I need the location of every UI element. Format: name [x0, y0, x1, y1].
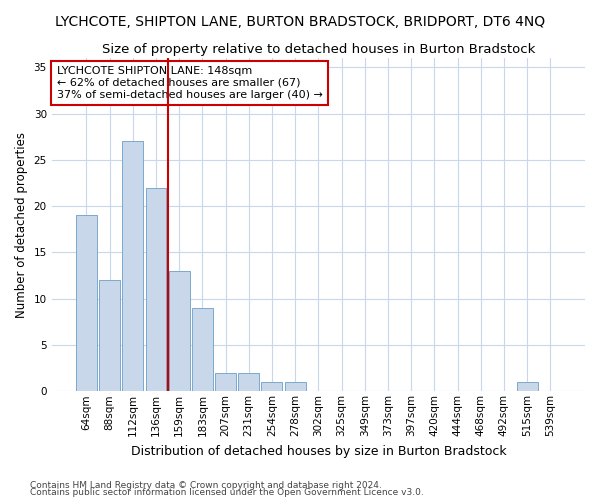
Bar — [146, 188, 166, 392]
Text: LYCHCOTE, SHIPTON LANE, BURTON BRADSTOCK, BRIDPORT, DT6 4NQ: LYCHCOTE, SHIPTON LANE, BURTON BRADSTOCK… — [55, 15, 545, 29]
Bar — [99, 280, 120, 392]
Bar — [262, 382, 283, 392]
Text: Contains HM Land Registry data © Crown copyright and database right 2024.: Contains HM Land Registry data © Crown c… — [30, 480, 382, 490]
Bar — [517, 382, 538, 392]
Bar — [122, 142, 143, 392]
Bar — [76, 216, 97, 392]
Text: Contains public sector information licensed under the Open Government Licence v3: Contains public sector information licen… — [30, 488, 424, 497]
Bar — [215, 373, 236, 392]
Y-axis label: Number of detached properties: Number of detached properties — [15, 132, 28, 318]
Bar — [284, 382, 305, 392]
X-axis label: Distribution of detached houses by size in Burton Bradstock: Distribution of detached houses by size … — [131, 444, 506, 458]
Bar — [192, 308, 213, 392]
Title: Size of property relative to detached houses in Burton Bradstock: Size of property relative to detached ho… — [101, 42, 535, 56]
Bar — [169, 271, 190, 392]
Bar — [238, 373, 259, 392]
Text: LYCHCOTE SHIPTON LANE: 148sqm
← 62% of detached houses are smaller (67)
37% of s: LYCHCOTE SHIPTON LANE: 148sqm ← 62% of d… — [57, 66, 323, 100]
